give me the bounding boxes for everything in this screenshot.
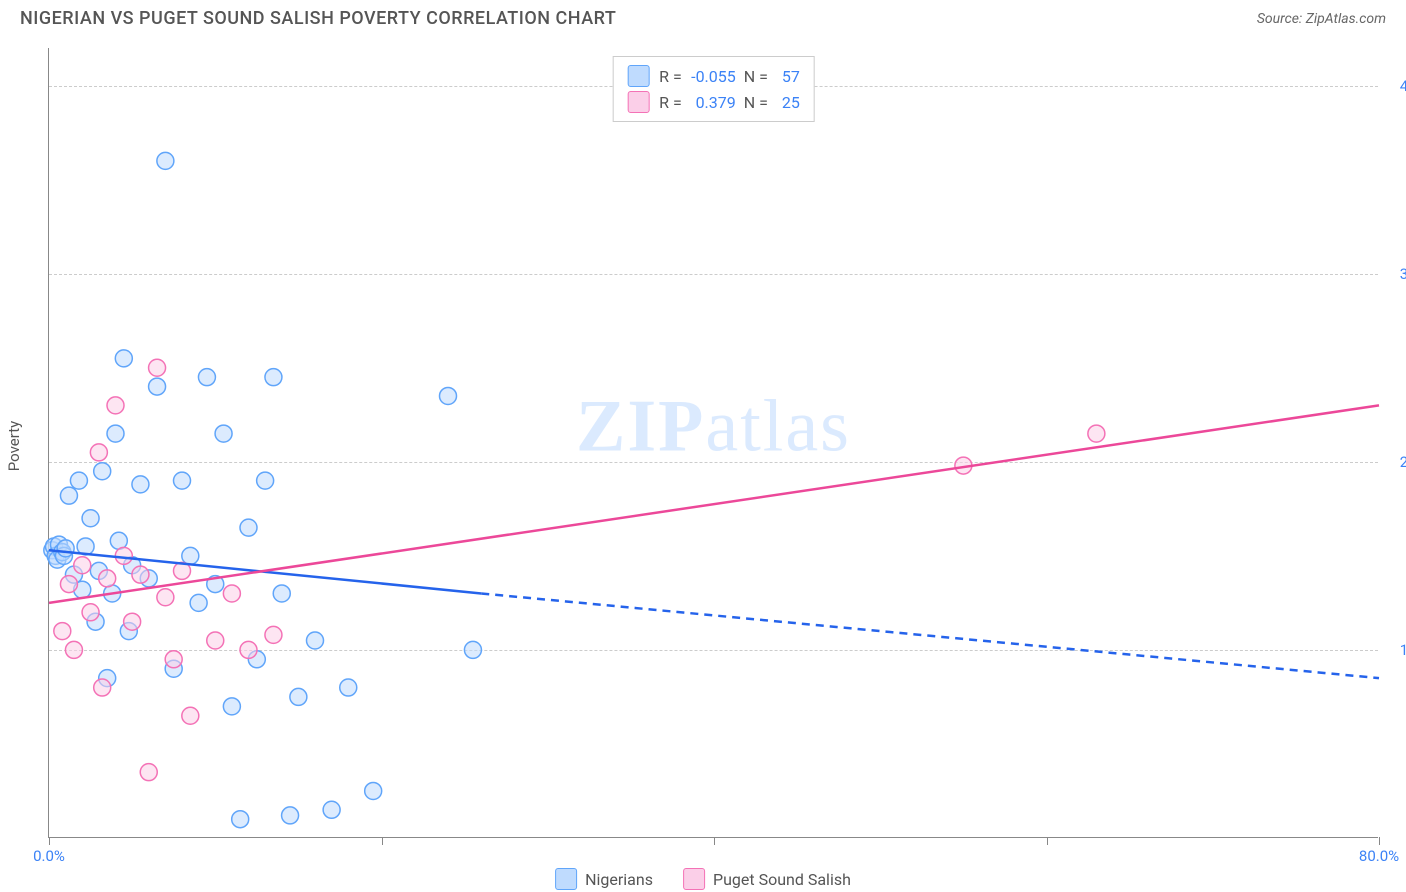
data-point bbox=[94, 679, 111, 696]
legend-values: R = -0.055 N = 57 bbox=[659, 67, 800, 86]
x-tick bbox=[1047, 837, 1048, 845]
data-point bbox=[340, 679, 357, 696]
data-point bbox=[440, 387, 457, 404]
data-point bbox=[90, 444, 107, 461]
legend-values: R = 0.379 N = 25 bbox=[659, 93, 800, 112]
data-point bbox=[149, 359, 166, 376]
data-point bbox=[464, 641, 481, 658]
data-point bbox=[232, 811, 249, 828]
data-point bbox=[157, 152, 174, 169]
y-tick-label: 40.0% bbox=[1400, 77, 1406, 95]
data-point bbox=[265, 369, 282, 386]
source-label: Source: ZipAtlas.com bbox=[1257, 11, 1386, 27]
data-point bbox=[60, 576, 77, 593]
x-tick-label: 80.0% bbox=[1359, 847, 1399, 865]
data-point bbox=[365, 782, 382, 799]
data-point bbox=[182, 547, 199, 564]
x-tick bbox=[382, 837, 383, 845]
data-point bbox=[107, 425, 124, 442]
data-point bbox=[94, 463, 111, 480]
y-tick-label: 20.0% bbox=[1400, 453, 1406, 471]
legend-label: Puget Sound Salish bbox=[713, 870, 851, 889]
legend-row: R = 0.379 N = 25 bbox=[627, 89, 800, 115]
data-point bbox=[323, 801, 340, 818]
chart-plot-area: ZIPatlas 10.0%20.0%30.0%40.0% 0.0%80.0% … bbox=[48, 48, 1378, 838]
data-point bbox=[74, 557, 91, 574]
data-point bbox=[240, 519, 257, 536]
scatter-plot-svg bbox=[49, 48, 1378, 837]
trend-line bbox=[481, 593, 1379, 678]
data-point bbox=[115, 350, 132, 367]
y-axis-label: Poverty bbox=[5, 421, 23, 471]
x-tick bbox=[714, 837, 715, 845]
data-point bbox=[132, 476, 149, 493]
legend-row: R = -0.055 N = 57 bbox=[627, 63, 800, 89]
data-point bbox=[60, 487, 77, 504]
data-point bbox=[132, 566, 149, 583]
data-point bbox=[1088, 425, 1105, 442]
x-tick-label: 0.0% bbox=[33, 847, 65, 865]
legend-label: Nigerians bbox=[585, 870, 653, 889]
data-point bbox=[54, 623, 71, 640]
data-point bbox=[107, 397, 124, 414]
data-point bbox=[174, 472, 191, 489]
data-point bbox=[240, 641, 257, 658]
legend-swatch bbox=[555, 868, 577, 890]
data-point bbox=[149, 378, 166, 395]
legend-item: Puget Sound Salish bbox=[683, 868, 851, 890]
chart-title: NIGERIAN VS PUGET SOUND SALISH POVERTY C… bbox=[20, 8, 616, 29]
data-point bbox=[223, 585, 240, 602]
legend-swatch bbox=[683, 868, 705, 890]
x-tick bbox=[49, 837, 50, 845]
data-point bbox=[257, 472, 274, 489]
data-point bbox=[99, 570, 116, 587]
data-point bbox=[57, 540, 74, 557]
correlation-legend: R = -0.055 N = 57 R = 0.379 N = 25 bbox=[612, 56, 815, 122]
data-point bbox=[215, 425, 232, 442]
data-point bbox=[290, 688, 307, 705]
y-tick-label: 10.0% bbox=[1400, 641, 1406, 659]
data-point bbox=[282, 807, 299, 824]
data-point bbox=[165, 651, 182, 668]
series-legend: Nigerians Puget Sound Salish bbox=[555, 868, 851, 890]
data-point bbox=[157, 589, 174, 606]
data-point bbox=[70, 472, 87, 489]
data-point bbox=[207, 632, 224, 649]
legend-swatch bbox=[627, 65, 649, 87]
legend-swatch bbox=[627, 91, 649, 113]
x-tick bbox=[1379, 837, 1380, 845]
data-point bbox=[140, 764, 157, 781]
data-point bbox=[198, 369, 215, 386]
data-point bbox=[190, 594, 207, 611]
data-point bbox=[82, 510, 99, 527]
data-point bbox=[307, 632, 324, 649]
data-point bbox=[223, 698, 240, 715]
data-point bbox=[273, 585, 290, 602]
y-tick-label: 30.0% bbox=[1400, 265, 1406, 283]
data-point bbox=[182, 707, 199, 724]
data-point bbox=[65, 641, 82, 658]
data-point bbox=[82, 604, 99, 621]
data-point bbox=[124, 613, 141, 630]
trend-line bbox=[49, 405, 1379, 603]
legend-item: Nigerians bbox=[555, 868, 653, 890]
data-point bbox=[265, 626, 282, 643]
